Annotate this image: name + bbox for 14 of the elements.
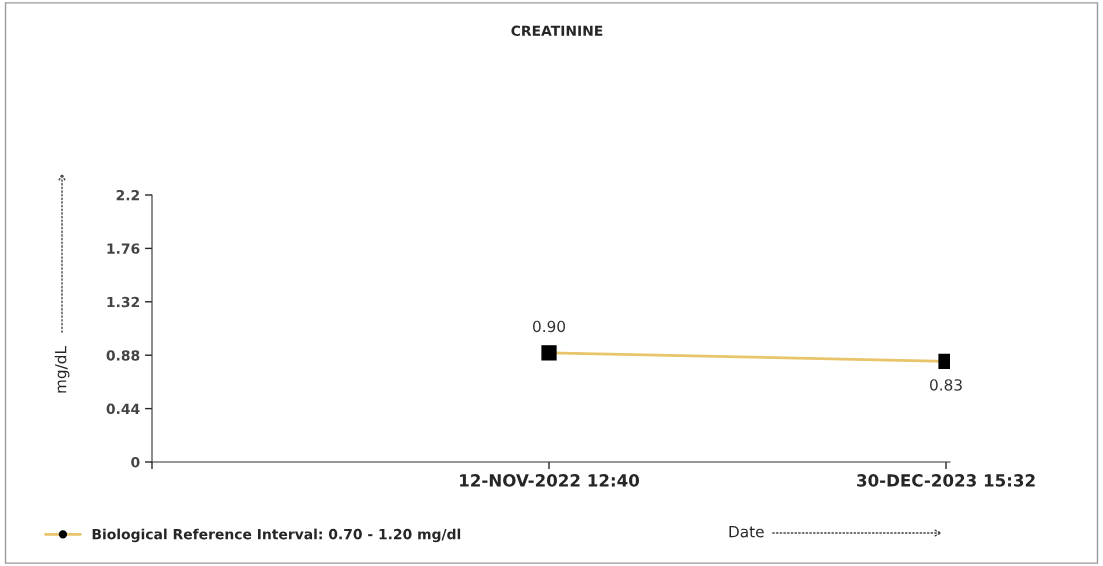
y-tick-label: 1.32 xyxy=(107,296,139,308)
y-tick-label: 0.44 xyxy=(106,403,140,415)
chart-title: CREATININE xyxy=(511,25,603,37)
y-axis-title: mg/dL xyxy=(54,346,70,393)
x-axis-title: Date xyxy=(729,526,764,538)
x-tick-label: 12-NOV-2022 12:40 xyxy=(460,474,640,487)
data-label: 0.83 xyxy=(930,379,962,391)
y-tick-label: 0.88 xyxy=(106,350,140,361)
y-tick-label: 2.2 xyxy=(116,189,139,201)
y-tick-label: 0 xyxy=(131,456,140,468)
x-tick-label: 30-DEC-2023 15:32 xyxy=(857,474,1035,487)
data-label: 0.90 xyxy=(533,320,566,333)
y-tick-label: 1.76 xyxy=(107,243,140,254)
legend-label: Biological Reference Interval: 0.70 - 1.20 mg/dl xyxy=(92,528,461,543)
